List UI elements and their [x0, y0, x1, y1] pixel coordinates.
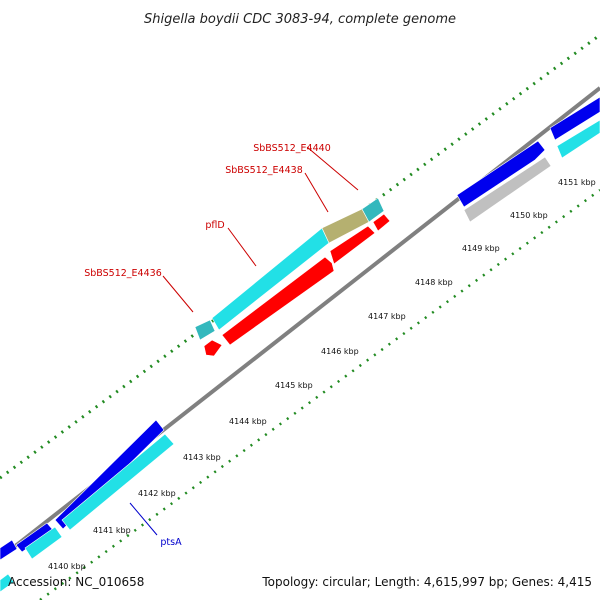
gene-label[interactable]: ptsA [160, 537, 182, 548]
tick-label: 4150 kbp [510, 211, 548, 220]
gene-feature[interactable] [61, 433, 175, 531]
leader-line [129, 502, 158, 536]
gene-feature[interactable] [203, 339, 223, 357]
gene-feature[interactable] [54, 419, 165, 530]
outer-tick-ring [0, 33, 600, 480]
tick-label: 4145 kbp [275, 381, 313, 390]
tick-labels: 4140 kbp 4141 kbp 4142 kbp 4143 kbp 4144… [48, 178, 596, 571]
inner-tick-ring [39, 188, 600, 600]
gene-feature[interactable] [549, 96, 600, 141]
gene-feature[interactable] [463, 156, 552, 223]
gene-feature[interactable] [456, 140, 546, 208]
gene-feature[interactable] [194, 319, 216, 341]
genome-summary-text: Topology: circular; Length: 4,615,997 bp… [261, 575, 592, 589]
tick-label: 4142 kbp [138, 489, 176, 498]
gene-feature[interactable] [0, 539, 18, 561]
gene-feature[interactable] [221, 256, 335, 346]
gene-label[interactable]: SbBS512_E4436 [84, 268, 162, 279]
leader-line [162, 275, 194, 313]
tick-label: 4143 kbp [183, 453, 221, 462]
tick-label: 4147 kbp [368, 312, 406, 321]
tick-label: 4146 kbp [321, 347, 359, 356]
leader-line [304, 172, 329, 213]
map-title: Shigella boydii CDC 3083-94, complete ge… [144, 12, 456, 27]
gene-feature[interactable] [24, 526, 63, 560]
gene-feature[interactable] [372, 213, 391, 232]
gene-label[interactable]: pflD [205, 220, 224, 231]
gene-feature[interactable] [0, 573, 15, 593]
leader-line [306, 146, 359, 191]
tick-label: 4141 kbp [93, 526, 131, 535]
tick-label: 4149 kbp [462, 244, 500, 253]
gene-feature[interactable] [361, 197, 385, 223]
gene-label[interactable]: SbBS512_E4438 [225, 165, 303, 176]
tick-label: 4140 kbp [48, 562, 86, 571]
tick-label: 4144 kbp [229, 417, 267, 426]
leader-line [227, 227, 257, 267]
gene-label[interactable]: SbBS512_E4440 [253, 143, 331, 154]
accession-text: Accession: NC_010658 [8, 575, 144, 589]
gene-feature[interactable] [556, 119, 600, 159]
tick-label: 4151 kbp [558, 178, 596, 187]
tick-label: 4148 kbp [415, 278, 453, 287]
backbone-line-highlight [0, 82, 600, 554]
gene-feature[interactable] [329, 225, 376, 265]
